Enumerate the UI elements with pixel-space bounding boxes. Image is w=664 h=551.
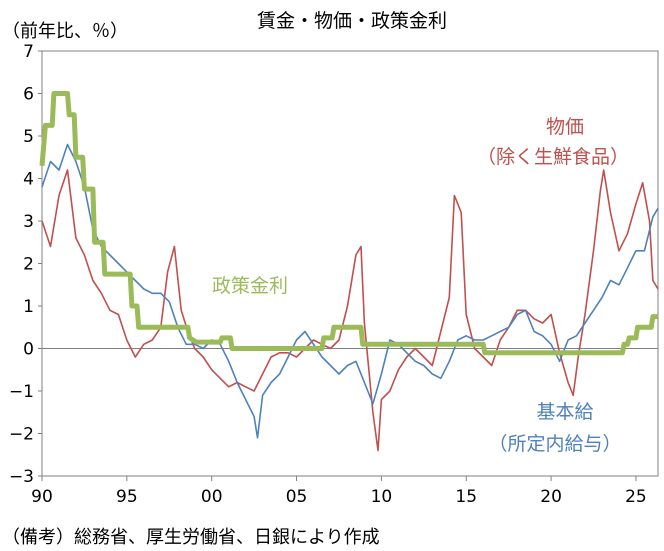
series-lines: [39, 91, 659, 452]
y-tick-label: 6: [23, 85, 34, 105]
series-label-wage-line1: 基本給: [536, 401, 593, 423]
x-tick-label: 90: [31, 487, 53, 507]
series-label-policy: 政策金利: [212, 275, 288, 297]
y-axis: 7 6 5 4 3 2 1 0 −1 −2 −3: [9, 42, 42, 487]
y-tick-label: 1: [23, 297, 34, 317]
x-tick-label: 20: [540, 487, 562, 507]
x-axis: 90 95 00 05 10 15 20 25: [31, 476, 647, 507]
y-tick-label: −1: [9, 382, 34, 402]
y-tick-label: 0: [23, 340, 34, 360]
series-label-wage-line2: （所定内給与）: [488, 433, 621, 455]
series-label-cpi: 物価 （除く生鮮食品）: [477, 116, 629, 168]
x-tick-label: 15: [455, 487, 477, 507]
x-tick-label: 95: [116, 487, 138, 507]
x-tick-label: 00: [201, 487, 223, 507]
source-note: （備考）総務省、厚生労働省、日銀により作成: [2, 527, 380, 548]
series-label-cpi-line1: 物価: [546, 116, 584, 138]
y-tick-label: −3: [9, 467, 34, 487]
y-tick-label: −2: [9, 425, 34, 445]
y-tick-label: 3: [23, 212, 34, 232]
x-tick-label: 25: [625, 487, 647, 507]
y-axis-label: （前年比、％）: [2, 21, 128, 42]
x-tick-label: 10: [371, 487, 393, 507]
series-line-cpi: [41, 169, 659, 452]
chart-title: 賃金・物価・政策金利: [257, 10, 447, 32]
series-line-policy: [39, 91, 658, 356]
y-tick-label: 4: [23, 170, 34, 190]
series-label-wage: 基本給 （所定内給与）: [488, 401, 621, 455]
y-tick-label: 2: [23, 255, 34, 275]
series-line-wage: [41, 143, 659, 439]
y-tick-label: 5: [23, 127, 34, 147]
x-tick-label: 05: [286, 487, 308, 507]
series-label-cpi-line2: （除く生鮮食品）: [477, 146, 629, 168]
y-tick-label: 7: [23, 42, 34, 62]
